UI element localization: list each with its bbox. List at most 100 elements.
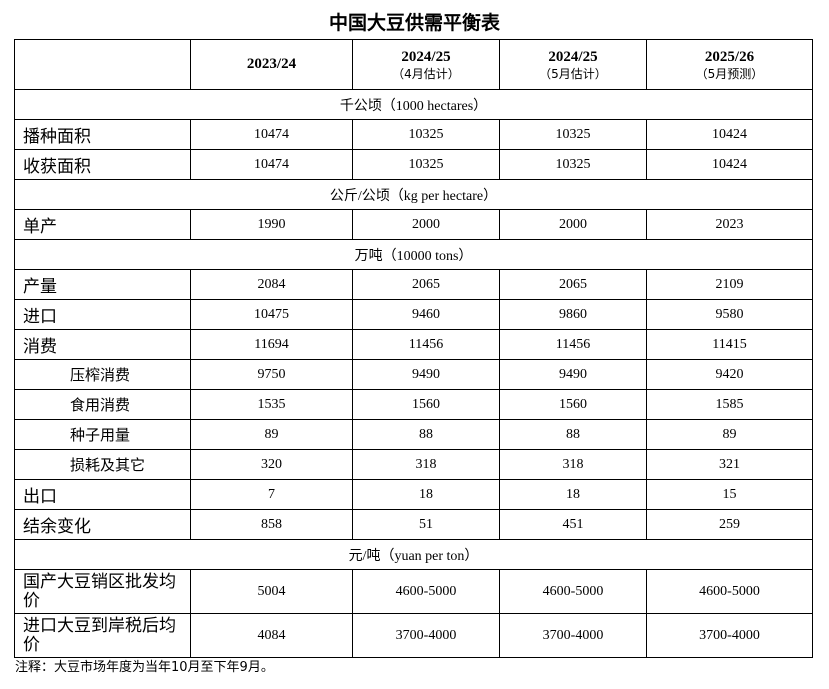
table-cell: 10325 [352,119,500,150]
row-label: 损耗及其它 [14,449,191,480]
table-cell: 2000 [499,209,647,240]
row-label: 进口 [14,299,191,330]
table-cell: 321 [646,449,813,480]
row-label: 单产 [14,209,191,240]
table-cell: 2109 [646,269,813,300]
table-cell: 7 [190,479,353,510]
row-label: 结余变化 [14,509,191,540]
header-col-1: 2023/24 [190,39,353,90]
table-row-consumption: 消费 11694 11456 11456 11415 [14,329,813,360]
section-label-volume: 万吨（10000 tons） [14,239,813,270]
table-cell: 1535 [190,389,353,420]
table-cell: 3700-4000 [352,613,500,658]
section-label-price: 元/吨（yuan per ton） [14,539,813,570]
header-col-3: 2024/25 （5月估计） [499,39,647,90]
table-cell: 18 [499,479,647,510]
table-cell: 259 [646,509,813,540]
table-row-seed: 种子用量 89 88 88 89 [14,419,813,450]
table-cell: 9750 [190,359,353,390]
table-cell: 11415 [646,329,813,360]
table-row-imports: 进口 10475 9460 9860 9580 [14,299,813,330]
table-cell: 2000 [352,209,500,240]
table-cell: 2065 [352,269,500,300]
table-row-food: 食用消费 1535 1560 1560 1585 [14,389,813,420]
table-cell: 318 [499,449,647,480]
table-row-harvested: 收获面积 10474 10325 10325 10424 [14,149,813,180]
table-cell: 11456 [352,329,500,360]
table-cell: 18 [352,479,500,510]
table-cell: 320 [190,449,353,480]
row-label: 种子用量 [14,419,191,450]
row-label: 产量 [14,269,191,300]
table-cell: 15 [646,479,813,510]
table-row-yield: 单产 1990 2000 2000 2023 [14,209,813,240]
table-title: 中国大豆供需平衡表 [328,12,500,34]
row-label: 播种面积 [14,119,191,150]
table-row-balance: 结余变化 858 51 451 259 [14,509,813,540]
table-cell: 10325 [499,119,647,150]
table-cell: 9460 [352,299,500,330]
table-cell: 10424 [646,119,813,150]
table-cell: 89 [190,419,353,450]
header-blank-cell [14,39,191,90]
table-cell: 2023 [646,209,813,240]
row-label: 国产大豆销区批发均价 [14,569,191,614]
table-cell: 3700-4000 [499,613,647,658]
table-row-import-price: 进口大豆到岸税后均价 4084 3700-4000 3700-4000 3700… [14,613,813,658]
table-row-output: 产量 2084 2065 2065 2109 [14,269,813,300]
row-label: 出口 [14,479,191,510]
table-cell: 88 [352,419,500,450]
table-cell: 4600-5000 [646,569,813,614]
table-cell: 1990 [190,209,353,240]
section-row-area: 千公顷（1000 hectares） [14,89,813,120]
table-cell: 1585 [646,389,813,420]
table-cell: 4084 [190,613,353,658]
row-label: 压榨消费 [14,359,191,390]
table-cell: 1560 [352,389,500,420]
supply-demand-table: 2023/24 2024/25 （4月估计） 2024/25 （5月估计） 2025… [14,39,813,658]
header-row: 2023/24 2024/25 （4月估计） 2024/25 （5月估计） 2025… [14,39,813,90]
table-row-crush: 压榨消费 9750 9490 9490 9420 [14,359,813,390]
table-cell: 4600-5000 [352,569,500,614]
table-cell: 88 [499,419,647,450]
table-cell: 318 [352,449,500,480]
table-cell: 10325 [352,149,500,180]
table-cell: 9580 [646,299,813,330]
table-cell: 9420 [646,359,813,390]
row-label: 收获面积 [14,149,191,180]
row-label: 消费 [14,329,191,360]
row-label: 进口大豆到岸税后均价 [14,613,191,658]
section-label-yield: 公斤/公顷（kg per hectare） [14,179,813,210]
table-cell: 5004 [190,569,353,614]
table-cell: 9490 [352,359,500,390]
section-row-yield: 公斤/公顷（kg per hectare） [14,179,813,210]
table-cell: 4600-5000 [499,569,647,614]
footnote: 注释：大豆市场年度为当年10月至下年9月。 [15,660,274,675]
table-cell: 51 [352,509,500,540]
table-cell: 11456 [499,329,647,360]
section-row-volume: 万吨（10000 tons） [14,239,813,270]
table-cell: 10474 [190,149,353,180]
table-row-exports: 出口 7 18 18 15 [14,479,813,510]
table-cell: 451 [499,509,647,540]
table-cell: 10475 [190,299,353,330]
header-col-4: 2025/26 （5月预测） [646,39,813,90]
table-cell: 10474 [190,119,353,150]
table-cell: 2065 [499,269,647,300]
table-cell: 9860 [499,299,647,330]
section-row-price: 元/吨（yuan per ton） [14,539,813,570]
row-label: 食用消费 [14,389,191,420]
table-cell: 3700-4000 [646,613,813,658]
table-row-planted: 播种面积 10474 10325 10325 10424 [14,119,813,150]
table-cell: 11694 [190,329,353,360]
table-cell: 1560 [499,389,647,420]
table-cell: 89 [646,419,813,450]
table-cell: 2084 [190,269,353,300]
table-row-domestic-price: 国产大豆销区批发均价 5004 4600-5000 4600-5000 4600… [14,569,813,614]
header-col-2: 2024/25 （4月估计） [352,39,500,90]
table-cell: 858 [190,509,353,540]
table-row-loss: 损耗及其它 320 318 318 321 [14,449,813,480]
table-cell: 9490 [499,359,647,390]
table-cell: 10325 [499,149,647,180]
section-label-area: 千公顷（1000 hectares） [14,89,813,120]
